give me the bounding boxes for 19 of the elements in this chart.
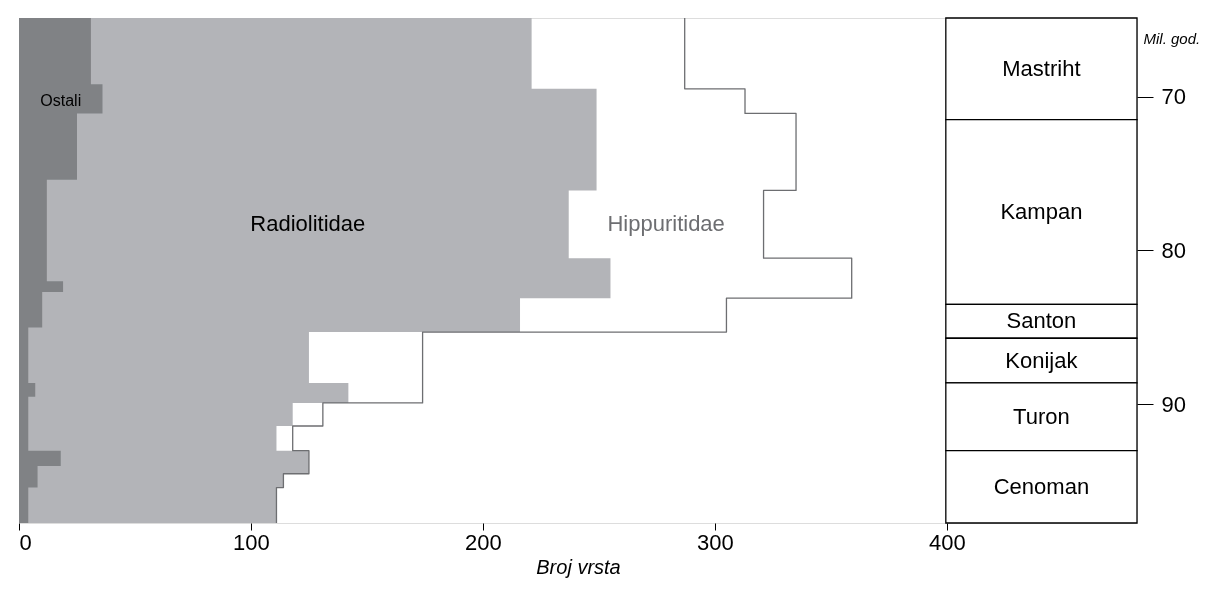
series-label: Ostali — [40, 92, 82, 110]
x-tick-label: 0 — [19, 529, 32, 555]
band-label: Cenoman — [993, 473, 1090, 499]
y-tick-label: 80 — [1161, 237, 1186, 263]
y-axis-title: Mil. god. — [1143, 29, 1201, 47]
band-label: Konijak — [1005, 347, 1079, 373]
band-label: Turon — [1013, 403, 1070, 429]
x-tick-label: 400 — [928, 529, 966, 555]
x-axis-title: Broj vrsta — [536, 555, 621, 578]
y-tick-label: 90 — [1161, 391, 1186, 417]
series-label: Radiolitidae — [250, 211, 366, 237]
x-tick-label: 200 — [465, 529, 502, 555]
band-label: Kampan — [1000, 198, 1083, 224]
band-label: Mastriht — [1002, 55, 1081, 81]
band-label: Santon — [1006, 308, 1077, 334]
x-tick-label: 300 — [696, 529, 734, 555]
series-label: Hippuritidae — [607, 211, 725, 237]
x-tick-label: 100 — [233, 529, 270, 555]
y-tick-label: 70 — [1161, 84, 1186, 110]
